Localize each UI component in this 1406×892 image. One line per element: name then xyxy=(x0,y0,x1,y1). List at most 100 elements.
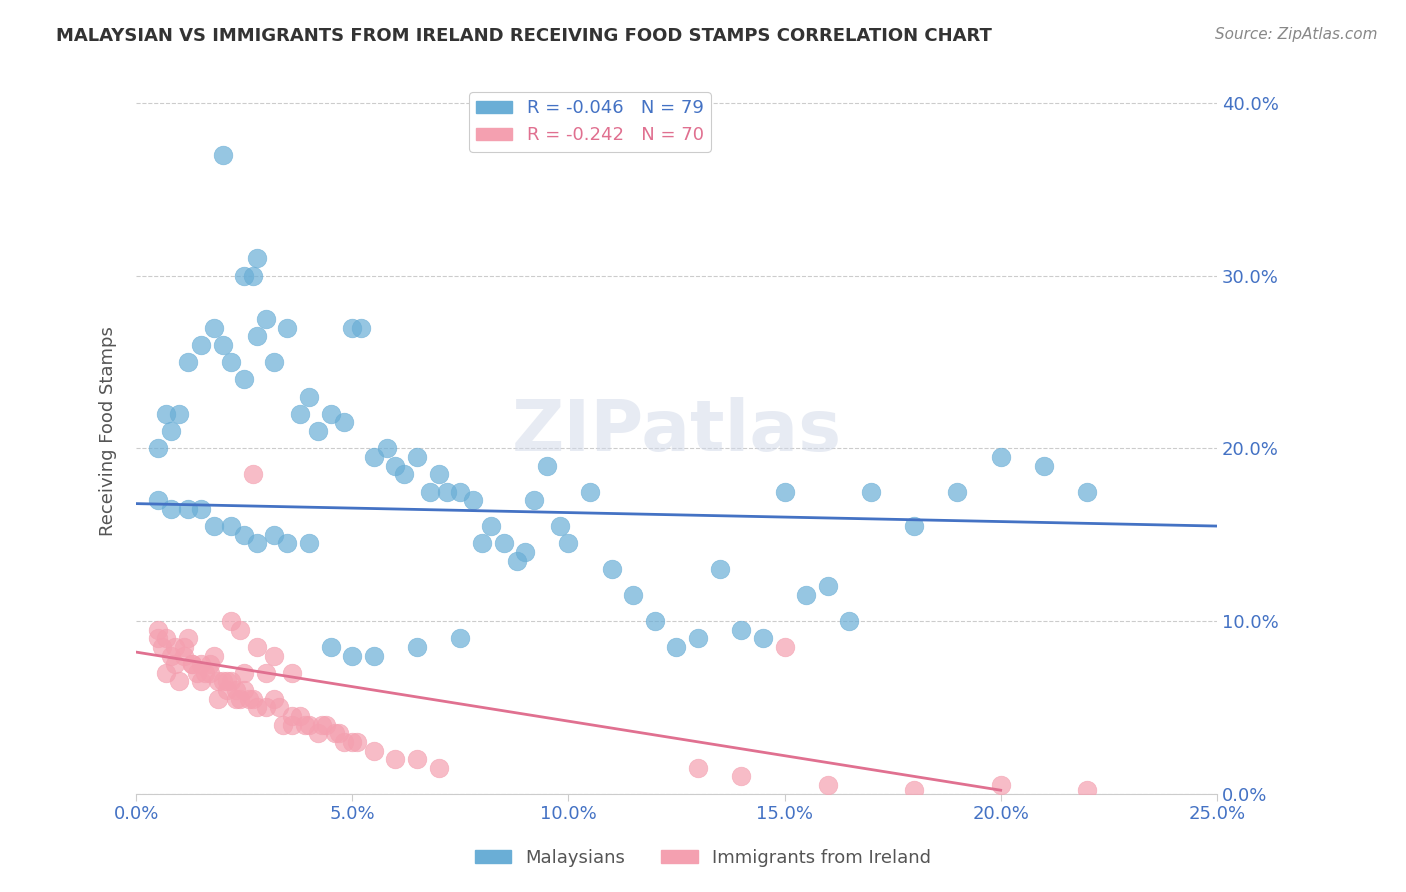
Point xyxy=(406,640,429,654)
Point xyxy=(233,268,256,283)
Point xyxy=(246,329,269,343)
Point xyxy=(752,632,775,646)
Point xyxy=(419,484,441,499)
Point xyxy=(342,735,364,749)
Point xyxy=(280,709,302,723)
Point xyxy=(342,320,364,334)
Point xyxy=(363,450,385,464)
Point xyxy=(271,717,294,731)
Point xyxy=(267,700,290,714)
Point xyxy=(177,501,200,516)
Point xyxy=(150,640,173,654)
Point xyxy=(1076,484,1098,499)
Point xyxy=(242,467,264,482)
Point xyxy=(276,320,298,334)
Point xyxy=(290,709,312,723)
Point xyxy=(263,691,285,706)
Point xyxy=(990,778,1012,792)
Point xyxy=(406,752,429,766)
Point xyxy=(323,726,346,740)
Point xyxy=(730,623,752,637)
Point xyxy=(332,416,354,430)
Point xyxy=(215,683,238,698)
Point xyxy=(859,484,882,499)
Point xyxy=(903,783,925,797)
Point xyxy=(242,691,264,706)
Point xyxy=(159,501,181,516)
Point xyxy=(644,614,666,628)
Point xyxy=(311,717,333,731)
Point xyxy=(903,519,925,533)
Point xyxy=(190,338,212,352)
Point xyxy=(233,527,256,541)
Point xyxy=(276,536,298,550)
Point xyxy=(990,450,1012,464)
Point xyxy=(219,355,242,369)
Point xyxy=(169,674,191,689)
Y-axis label: Receiving Food Stamps: Receiving Food Stamps xyxy=(100,326,117,536)
Point xyxy=(202,519,225,533)
Point xyxy=(449,484,471,499)
Point xyxy=(194,665,217,680)
Point xyxy=(233,665,256,680)
Point xyxy=(146,632,169,646)
Point xyxy=(181,657,204,672)
Point xyxy=(328,726,350,740)
Point xyxy=(190,674,212,689)
Legend: Malaysians, Immigrants from Ireland: Malaysians, Immigrants from Ireland xyxy=(468,842,938,874)
Point xyxy=(177,632,200,646)
Point xyxy=(246,252,269,266)
Point xyxy=(392,467,415,482)
Text: ZIPatlas: ZIPatlas xyxy=(512,397,842,466)
Point xyxy=(794,588,817,602)
Point xyxy=(263,527,285,541)
Point xyxy=(254,311,277,326)
Point xyxy=(730,769,752,783)
Point xyxy=(246,640,269,654)
Point xyxy=(263,648,285,663)
Point xyxy=(332,735,354,749)
Point xyxy=(427,761,450,775)
Point xyxy=(773,640,796,654)
Point xyxy=(298,390,321,404)
Text: Source: ZipAtlas.com: Source: ZipAtlas.com xyxy=(1215,27,1378,42)
Point xyxy=(665,640,688,654)
Point xyxy=(686,761,709,775)
Point xyxy=(307,424,329,438)
Point xyxy=(548,519,571,533)
Point xyxy=(817,579,839,593)
Point xyxy=(219,614,242,628)
Point xyxy=(600,562,623,576)
Point xyxy=(505,553,527,567)
Point xyxy=(384,752,406,766)
Point xyxy=(579,484,602,499)
Text: MALAYSIAN VS IMMIGRANTS FROM IRELAND RECEIVING FOOD STAMPS CORRELATION CHART: MALAYSIAN VS IMMIGRANTS FROM IRELAND REC… xyxy=(56,27,993,45)
Point xyxy=(319,407,342,421)
Point xyxy=(146,623,169,637)
Point xyxy=(211,674,233,689)
Point xyxy=(146,493,169,508)
Point xyxy=(523,493,546,508)
Point xyxy=(492,536,515,550)
Point xyxy=(436,484,458,499)
Point xyxy=(463,493,485,508)
Point xyxy=(290,407,312,421)
Point xyxy=(319,640,342,654)
Point xyxy=(773,484,796,499)
Point xyxy=(686,632,709,646)
Point xyxy=(190,501,212,516)
Point xyxy=(342,648,364,663)
Point xyxy=(238,691,260,706)
Point xyxy=(219,519,242,533)
Point xyxy=(709,562,731,576)
Point xyxy=(536,458,558,473)
Point xyxy=(155,407,177,421)
Point xyxy=(207,691,229,706)
Point xyxy=(229,691,252,706)
Point xyxy=(263,355,285,369)
Point xyxy=(246,700,269,714)
Point xyxy=(621,588,644,602)
Point xyxy=(1076,783,1098,797)
Point xyxy=(254,665,277,680)
Point xyxy=(557,536,579,550)
